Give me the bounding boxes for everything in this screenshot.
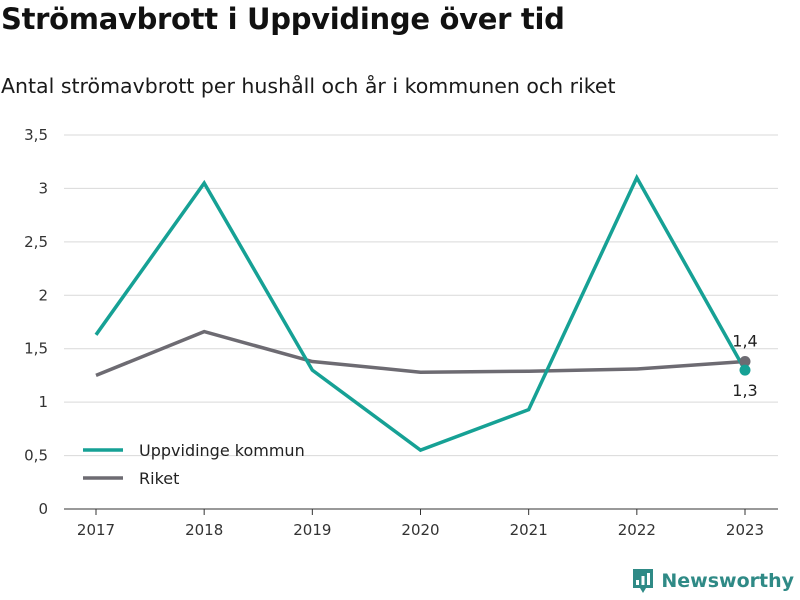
end-point-marker	[739, 356, 751, 368]
legend-label: Uppvidinge kommun	[139, 441, 305, 460]
y-tick-label: 3,5	[24, 126, 48, 144]
legend-label: Riket	[139, 469, 179, 488]
x-tick-label: 2017	[77, 521, 115, 539]
y-tick-label: 2,5	[24, 233, 48, 251]
series-line-uppvidinge	[94, 173, 747, 453]
y-tick-label: 2	[38, 286, 48, 304]
y-tick-label: 0	[38, 500, 48, 518]
newsworthy-logo-icon	[633, 569, 654, 593]
x-tick-label: 2021	[510, 521, 548, 539]
end-point-marker	[739, 364, 751, 376]
y-tick-label: 1	[38, 393, 48, 411]
end-value-label: 1,3	[732, 381, 757, 400]
x-tick-label: 2020	[401, 521, 439, 539]
x-tick-label: 2018	[185, 521, 223, 539]
chart-title: Strömavbrott i Uppvidinge över tid	[1, 2, 565, 36]
end-value-label: 1,4	[732, 332, 757, 351]
series-line-riket	[95, 329, 746, 378]
chart-subtitle: Antal strömavbrott per hushåll och år i …	[1, 74, 616, 98]
newsworthy-brand: Newsworthy	[631, 568, 794, 594]
y-tick-label: 0,5	[24, 447, 48, 465]
x-tick-label: 2023	[726, 521, 764, 539]
brand-name: Newsworthy	[661, 570, 794, 592]
x-tick-label: 2022	[618, 521, 656, 539]
y-tick-label: 3	[38, 179, 48, 197]
y-tick-label: 1,5	[24, 340, 48, 358]
x-tick-label: 2019	[293, 521, 331, 539]
